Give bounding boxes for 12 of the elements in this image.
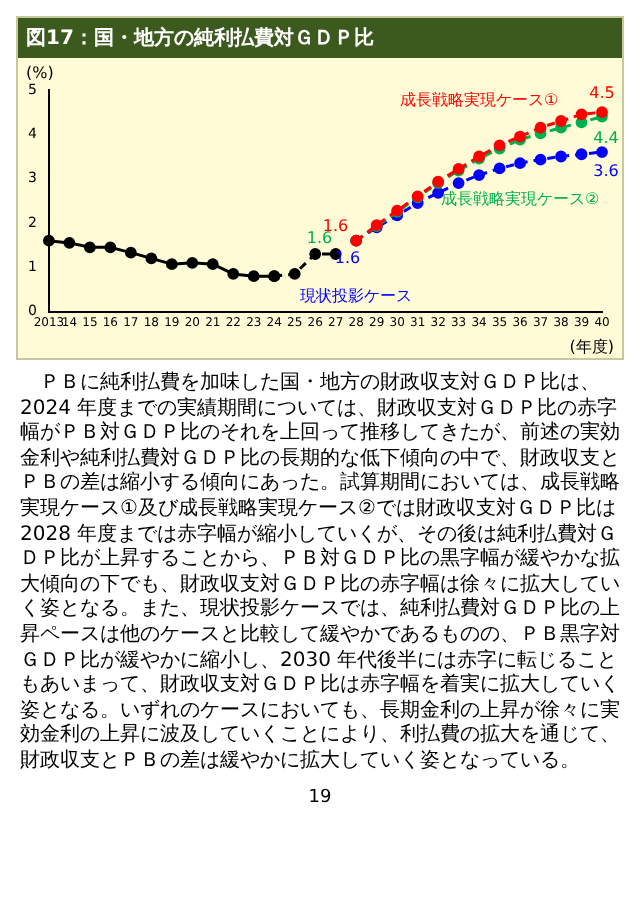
text: 19	[306, 787, 334, 807]
series-label: 成長戦略実現ケース①	[399, 90, 559, 109]
data-label: 1.6	[334, 248, 361, 267]
y-axis-title: (%)	[26, 64, 54, 83]
series-label: 成長戦略実現ケース②	[440, 189, 600, 208]
data-label: 4.4	[593, 128, 619, 147]
data-label: 4.5	[589, 84, 615, 103]
text: ＰＢに純利払費を加味した国・地方の財政収支対ＧＤＰ比は、2024 年度までの実績期間については、財政収支対ＧＤＰ比の赤字幅がＰＢ対ＧＤＰ比のそれを上回って推移してきたが、前述の実効金利や純利払費対ＧＤＰ比の長期的な低下傾向の中で、財政収支とＰＢの差は縮小する傾向にあった。試算期間においては、成長戦略実現ケース①及び成長戦略実現ケース②では財政収支対ＧＤＰ比は 2028 年度までは赤字幅が縮小していくが、その後は純利払費対ＧＤＰ比が上昇することから、ＰＢ対ＧＤＰ比の黒字幅が緩やかな拡大傾向の下でも、財政収支対ＧＤＰ比の赤字幅は徐々に拡大していく姿となる。また、現状投影ケースでは、純利払費対ＧＤＰ比の上昇ペースは他のケースと比較して緩やかであるものの、ＰＢ黒字対ＧＤＰ比が緩やかに縮小し、2030 年代後半には赤字に転じることもあいまって、財政収支対ＧＤＰ比は赤字幅を着実に拡大していく姿となる。いずれのケースにおいても、長期金利の上昇が徐々に実効金利の上昇に波及していくことにより、利払費の拡大を通じて、財政収支とＰＢの差は緩やかに拡大していく姿となっている。	[20, 372, 620, 772]
text: 現状投影ケース	[300, 286, 413, 305]
x-axis-title: (年度)	[569, 338, 614, 357]
chart-title: 図17：国・地方の純利払費対ＧＤＰ比	[18, 18, 622, 58]
data-label: 3.6	[593, 162, 619, 181]
